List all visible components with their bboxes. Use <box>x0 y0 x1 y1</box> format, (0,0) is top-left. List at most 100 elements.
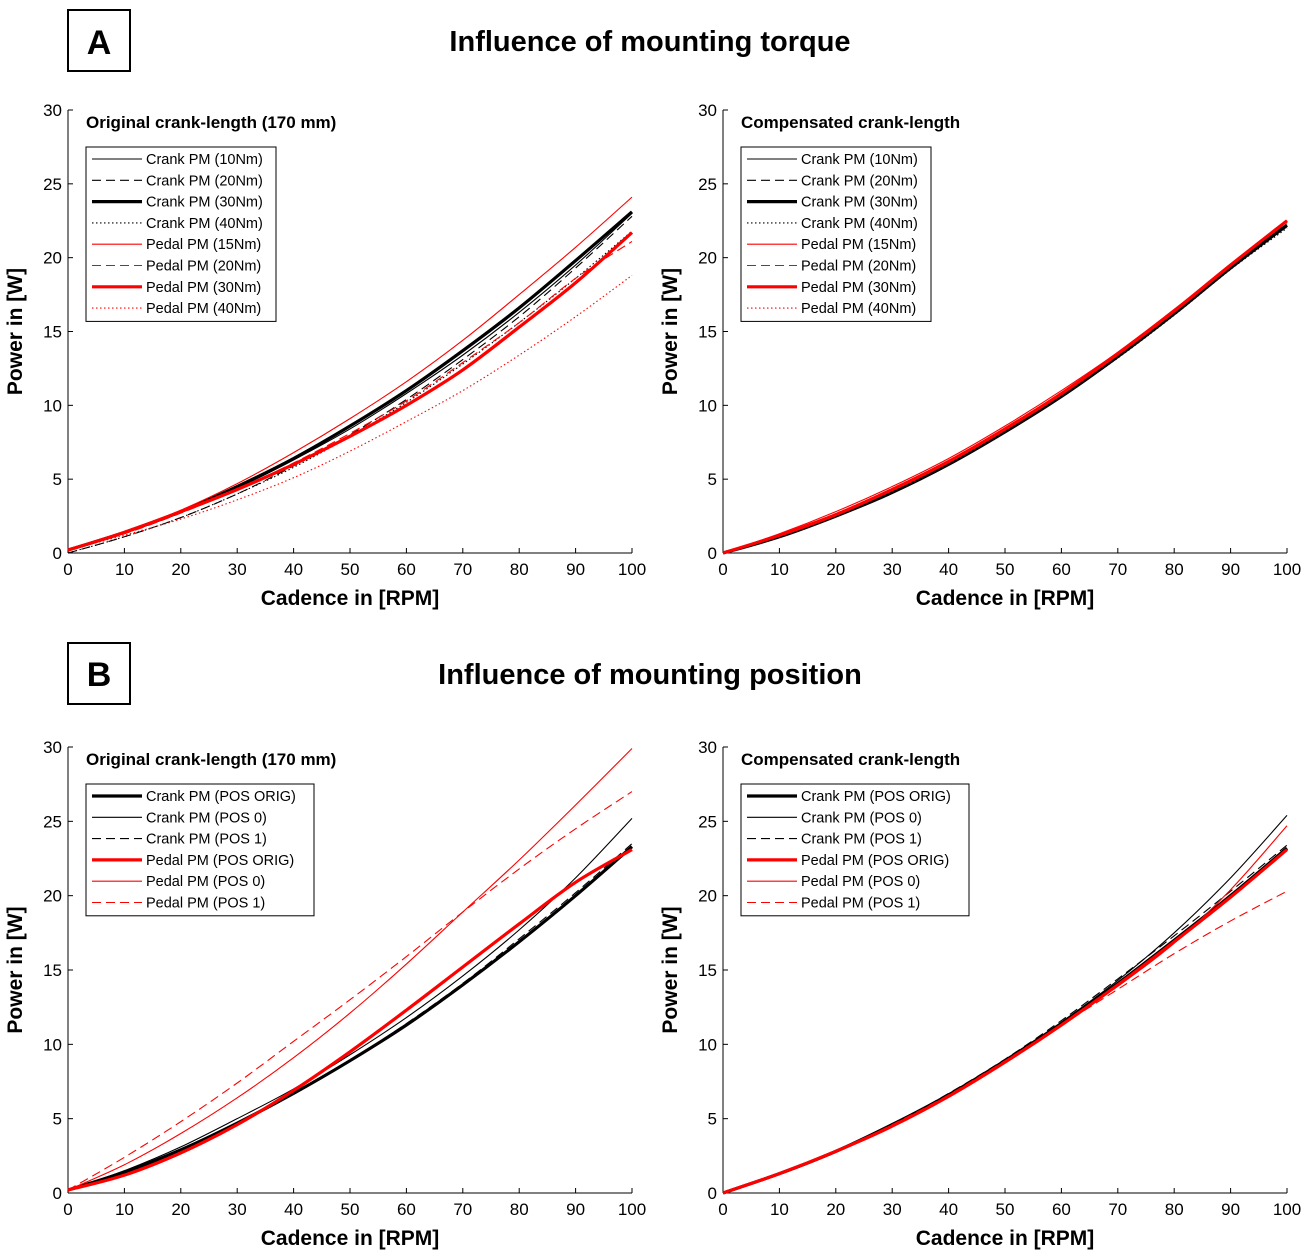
x-tick-label: 90 <box>1221 560 1240 579</box>
panel-b-letter-box <box>67 642 131 705</box>
legend-label: Pedal PM (POS 0) <box>146 874 265 890</box>
legend-label: Crank PM (10Nm) <box>146 152 263 168</box>
series-line <box>67 215 633 554</box>
y-axis-label: Power in [W] <box>659 906 682 1033</box>
chart-title: Compensated crank-length <box>741 113 960 132</box>
series-line <box>722 220 1288 554</box>
x-tick-label: 30 <box>883 560 902 579</box>
x-tick-label: 70 <box>1108 560 1127 579</box>
legend-label: Crank PM (POS ORIG) <box>801 789 951 805</box>
y-axis-label: Power in [W] <box>4 268 27 395</box>
series-line <box>67 848 633 1192</box>
x-tick-label: 20 <box>826 560 845 579</box>
y-tick-label: 30 <box>43 101 62 120</box>
legend-label: Crank PM (10Nm) <box>801 152 918 168</box>
y-tick-label: 20 <box>698 249 717 268</box>
series-line <box>67 845 634 1192</box>
x-tick-label: 30 <box>228 1200 247 1219</box>
y-tick-label: 0 <box>53 544 62 563</box>
y-tick-label: 15 <box>698 323 717 342</box>
y-tick-label: 5 <box>708 470 717 489</box>
x-axis-label: Cadence in [RPM] <box>916 1227 1095 1250</box>
x-tick-label: 10 <box>770 560 789 579</box>
legend-label: Crank PM (POS 1) <box>146 832 267 848</box>
legend-label: Pedal PM (30Nm) <box>801 280 916 296</box>
x-tick-label: 100 <box>618 560 646 579</box>
x-tick-label: 100 <box>1273 1200 1301 1219</box>
x-tick-label: 100 <box>1273 560 1301 579</box>
x-tick-label: 10 <box>770 1200 789 1219</box>
x-tick-label: 90 <box>566 1200 585 1219</box>
panel-a-title: Influence of mounting torque <box>449 26 850 58</box>
y-tick-label: 15 <box>698 961 717 980</box>
series-line <box>722 825 1288 1194</box>
legend-label: Crank PM (20Nm) <box>801 173 918 189</box>
legend-box <box>85 783 315 917</box>
x-tick-label: 60 <box>1052 560 1071 579</box>
y-tick-label: 25 <box>698 812 717 831</box>
y-tick-label: 0 <box>708 1184 717 1203</box>
legend-label: Pedal PM (40Nm) <box>801 301 916 317</box>
x-tick-label: 20 <box>171 560 190 579</box>
series-line <box>67 843 633 1191</box>
y-axis-label: Power in [W] <box>4 906 27 1033</box>
legend-label: Crank PM (POS 0) <box>801 810 922 826</box>
x-tick-label: 20 <box>826 1200 845 1219</box>
legend-label: Crank PM (40Nm) <box>801 216 918 232</box>
chart-title: Original crank-length (170 mm) <box>86 750 336 769</box>
x-tick-label: 80 <box>1165 1200 1184 1219</box>
legend-label: Pedal PM (POS 1) <box>801 896 920 912</box>
x-tick-label: 50 <box>996 560 1015 579</box>
y-tick-label: 0 <box>708 544 717 563</box>
legend-label: Crank PM (20Nm) <box>146 173 263 189</box>
x-axis-label: Cadence in [RPM] <box>261 587 440 610</box>
x-tick-label: 40 <box>284 560 303 579</box>
legend-box <box>85 146 277 322</box>
panel-b-header: B Influence of mounting position <box>67 642 862 705</box>
legend-label: Crank PM (30Nm) <box>801 195 918 211</box>
x-tick-label: 80 <box>510 1200 529 1219</box>
series-line <box>722 890 1288 1194</box>
y-tick-label: 15 <box>43 323 62 342</box>
series-line <box>67 240 633 551</box>
x-tick-label: 10 <box>115 1200 134 1219</box>
y-tick-label: 0 <box>53 1184 62 1203</box>
x-tick-label: 10 <box>115 560 134 579</box>
y-tick-label: 25 <box>698 175 717 194</box>
x-tick-label: 20 <box>171 1200 190 1219</box>
x-tick-label: 30 <box>883 1200 902 1219</box>
panel-b-letter: B <box>87 656 112 694</box>
y-tick-label: 20 <box>43 249 62 268</box>
x-tick-label: 0 <box>63 1200 72 1219</box>
y-tick-label: 10 <box>43 396 62 415</box>
y-axis-label: Power in [W] <box>659 268 682 395</box>
legend-label: Pedal PM (20Nm) <box>146 259 261 275</box>
legend-label: Pedal PM (POS ORIG) <box>146 853 294 869</box>
legend-label: Crank PM (POS ORIG) <box>146 789 296 805</box>
legend: Crank PM (10Nm) Crank PM (20Nm) Crank PM (… <box>740 146 932 322</box>
x-tick-label: 80 <box>510 560 529 579</box>
x-tick-label: 0 <box>718 560 727 579</box>
y-tick-label: 10 <box>698 1035 717 1054</box>
panel-a-letter: A <box>87 24 112 62</box>
x-tick-label: 0 <box>63 560 72 579</box>
x-tick-label: 100 <box>618 1200 646 1219</box>
x-tick-label: 50 <box>341 1200 360 1219</box>
legend-label: Pedal PM (POS 0) <box>801 874 920 890</box>
y-tick-label: 20 <box>698 887 717 906</box>
x-tick-label: 90 <box>1221 1200 1240 1219</box>
legend-label: Crank PM (40Nm) <box>146 216 263 232</box>
chart-title: Original crank-length (170 mm) <box>86 113 336 132</box>
x-tick-label: 0 <box>718 1200 727 1219</box>
chart-b-compensated: 0 10 20 30 40 50 60 70 80 90 100 0 5 10 15 20 25 30 Cadenc… <box>659 738 1301 1250</box>
x-axis-label: Cadence in [RPM] <box>916 587 1095 610</box>
x-tick-label: 50 <box>341 560 360 579</box>
legend-label: Crank PM (30Nm) <box>146 195 263 211</box>
legend-label: Pedal PM (POS 1) <box>146 896 265 912</box>
y-tick-label: 20 <box>43 887 62 906</box>
y-tick-label: 10 <box>698 396 717 415</box>
series-line <box>67 274 633 551</box>
x-tick-label: 30 <box>228 560 247 579</box>
legend-label: Crank PM (POS 1) <box>801 832 922 848</box>
y-tick-label: 5 <box>53 1110 62 1129</box>
